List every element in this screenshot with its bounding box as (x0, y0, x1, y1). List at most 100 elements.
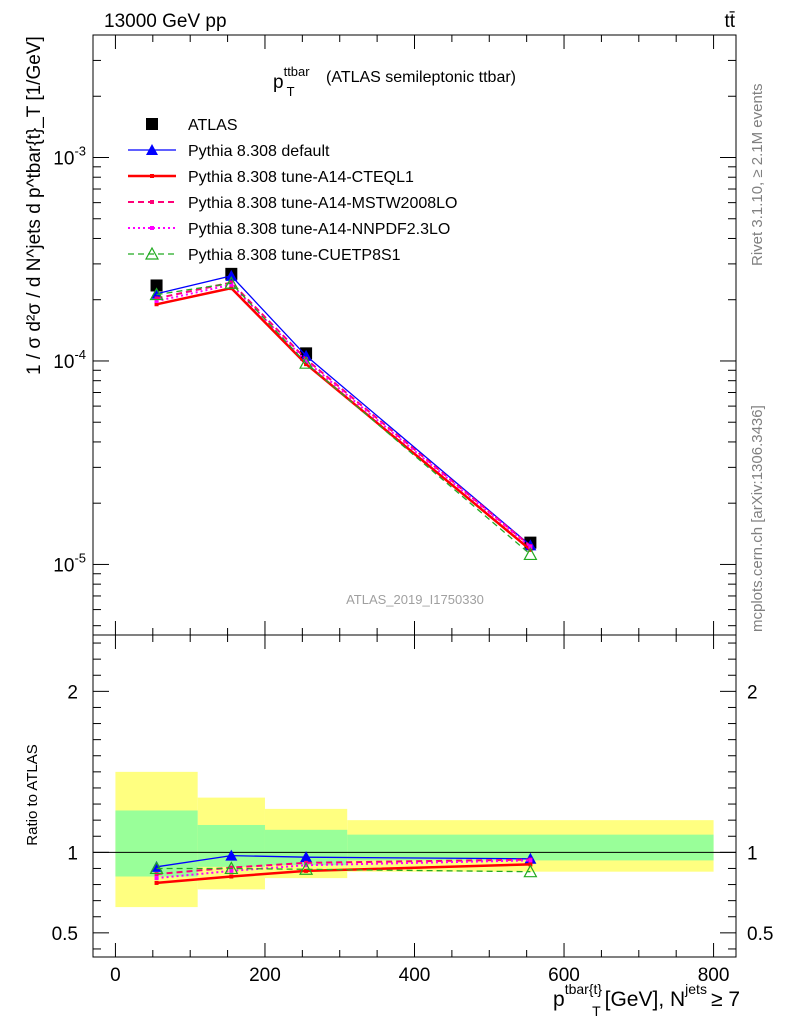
legend-item: Pythia 8.308 tune-A14-NNPDF2.3LO (128, 221, 450, 238)
series-line (156, 281, 532, 547)
plot-title: pttbar T (273, 64, 310, 99)
ratio-y-tick-label-right: 2 (747, 682, 758, 703)
title-sub: T (287, 84, 295, 99)
ratio-point (229, 874, 234, 879)
data-point (299, 355, 314, 369)
x-tick-label: 200 (249, 965, 281, 986)
legend: ATLAS Pythia 8.308 default Pythia 8.308 tu… (128, 117, 457, 264)
ratio-point (300, 851, 313, 863)
ratio-line (156, 854, 531, 868)
title-rest: (ATLAS semileptonic ttbar) (326, 69, 516, 86)
ratio-point (304, 868, 309, 873)
main-y-tick-labels: 10-3 10-4 10-5 (53, 144, 86, 577)
x-tick-label: 600 (548, 965, 580, 986)
x-tick-label: 400 (399, 965, 431, 986)
ratio-series-4 (149, 861, 538, 878)
series-4 (154, 282, 533, 549)
process-label: tt̄ (724, 11, 735, 32)
legend-item: Pythia 8.308 tune-A14-MSTW2008LO (128, 195, 457, 212)
legend-marker (150, 226, 154, 230)
ratio-plot-content (93, 771, 736, 908)
ratio-point (154, 872, 159, 877)
data-point (149, 287, 164, 301)
series-2 (154, 286, 533, 552)
ratio-line (156, 863, 531, 885)
legend-marker (150, 174, 154, 178)
data-point (304, 358, 309, 363)
series-3 (154, 280, 533, 549)
data-point (304, 362, 309, 367)
data-point (150, 287, 163, 299)
ratio-point (528, 858, 533, 863)
energy-label: 13000 GeV pp (104, 11, 227, 32)
series-line (156, 286, 532, 551)
xlabel-sup: tbar{t} (565, 981, 603, 997)
title-main: p (273, 72, 284, 93)
main-ticks (93, 34, 736, 635)
xlabel-sub: T (592, 1003, 601, 1019)
data-point (528, 544, 533, 549)
series-5 (149, 275, 538, 561)
ratio-y-tick-label-right: 0.5 (747, 924, 773, 945)
ratio-point (523, 864, 538, 878)
ratio-tick-labels: 0.5 0.5 1 1 2 2 0 200 400 600 800 (52, 682, 774, 986)
ratio-ticks (93, 635, 736, 957)
ratio-y-tick-label: 2 (67, 682, 78, 703)
legend-marker (146, 144, 158, 155)
x-tick-label: 0 (110, 965, 121, 986)
analysis-watermark: ATLAS_2019_I1750330 (346, 592, 484, 607)
ratio-point (229, 865, 234, 870)
data-point (528, 547, 533, 552)
ratio-point (224, 861, 239, 875)
ratio-point (154, 876, 159, 881)
data-point (523, 547, 538, 561)
ratio-y-tick-label-right: 1 (747, 843, 758, 864)
legend-label: Pythia 8.308 tune-A14-MSTW2008LO (188, 195, 457, 212)
main-panel: 10-3 10-4 10-5 pttbar T (ATLAS semileptonic… (24, 34, 737, 636)
xlabel-tail: ≥ 7 (711, 988, 740, 1011)
ratio-line (156, 858, 531, 876)
data-point (300, 349, 313, 361)
legend-label: Pythia 8.308 tune-CUETP8S1 (188, 247, 401, 264)
ratio-y-tick-label: 1 (67, 843, 78, 864)
data-point (150, 279, 163, 292)
series-line (156, 275, 531, 546)
data-point (154, 299, 159, 304)
legend-marker (144, 246, 160, 260)
legend-item: Pythia 8.308 tune-A14-CTEQL1 (128, 169, 414, 186)
ratio-y-axis-label: Ratio to ATLAS (24, 744, 41, 845)
data-point (229, 280, 234, 285)
ratio-point (149, 861, 164, 875)
rivet-label: Rivet 3.1.10, ≥ 2.1M events (749, 84, 766, 267)
ratio-point (304, 863, 309, 868)
legend-marker (146, 118, 158, 130)
data-point (229, 282, 234, 287)
ratio-series-3 (154, 858, 533, 881)
legend-item: Pythia 8.308 tune-CUETP8S1 (128, 246, 401, 264)
title-sup: ttbar (284, 64, 311, 79)
ratio-point (154, 880, 159, 885)
ratio-point (229, 868, 234, 873)
xlabel-main: p (553, 988, 565, 1011)
y-tick-label: 10-4 (53, 347, 86, 373)
legend-label: ATLAS (188, 117, 238, 134)
ratio-panel: 0.5 0.5 1 1 2 2 0 200 400 600 800 Ratio to ATLAS p… (24, 634, 774, 1019)
legend-label: Pythia 8.308 default (188, 143, 330, 160)
data-point (224, 275, 239, 289)
x-tick-label: 800 (698, 965, 730, 986)
data-point (154, 302, 159, 307)
xlabel-units: [GeV], N (605, 988, 686, 1011)
y-tick-label: 10-5 (53, 550, 86, 576)
legend-label: Pythia 8.308 tune-A14-NNPDF2.3LO (188, 221, 450, 238)
ratio-point (299, 862, 314, 875)
source-label: mcplots.cern.ch [arXiv:1306.3436] (749, 405, 766, 632)
legend-marker (150, 200, 154, 204)
y-tick-label: 10-3 (53, 144, 86, 170)
main-plot-content (149, 267, 538, 561)
ratio-point (225, 849, 238, 861)
main-y-axis-label: 1 / σ d²σ / d N^jets d p^tbar{t}_T [1/Ge… (24, 36, 45, 375)
legend-item: ATLAS (146, 117, 238, 134)
ratio-series-0 (150, 849, 537, 872)
data-point (154, 296, 159, 301)
